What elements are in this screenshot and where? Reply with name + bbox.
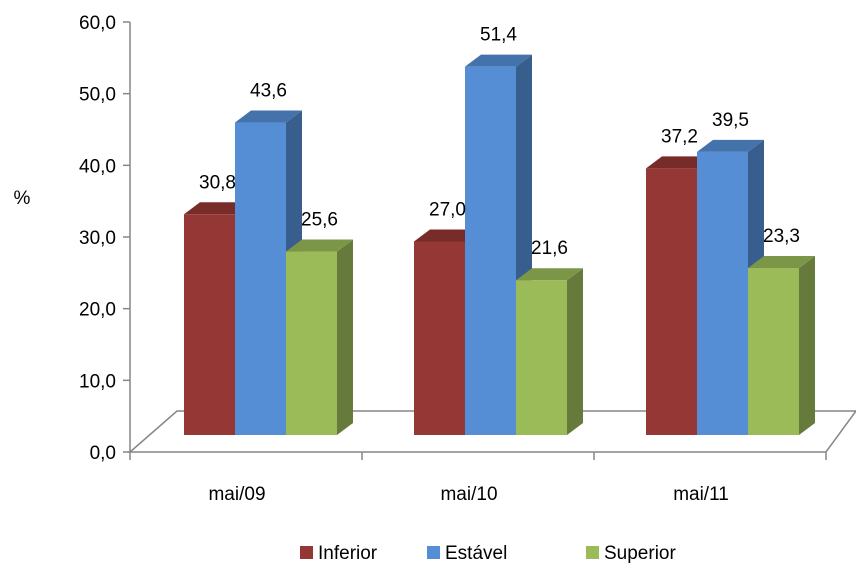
- legend-item-superior: Superior: [586, 543, 676, 564]
- bar-front-face: [286, 251, 337, 435]
- bar-front-face: [516, 280, 567, 435]
- bar-superior-mai-10: [516, 268, 583, 435]
- x-tick-label: mai/11: [673, 484, 729, 505]
- y-tick-label: 10,0: [79, 371, 116, 392]
- bar-side-face: [337, 239, 353, 435]
- legend-swatch: [300, 546, 313, 559]
- bar-top-face: [697, 139, 764, 152]
- legend-swatch: [427, 546, 440, 559]
- bar-front-face: [646, 168, 697, 435]
- chart-legend: Inferior Estável Superior: [300, 543, 676, 564]
- data-label: 30,8: [199, 172, 236, 193]
- bar-superior-mai-11: [748, 256, 815, 435]
- data-label: 37,2: [661, 126, 698, 147]
- chart-data-labels: 30,8 43,6 25,6 27,0 51,4 21,6 37,2 39,5 23,3: [199, 25, 800, 260]
- bar-top-face: [235, 110, 302, 123]
- y-tick-label: 40,0: [79, 156, 116, 177]
- data-label: 27,0: [429, 200, 466, 221]
- bar-top-face: [465, 54, 532, 67]
- legend-item-inferior: Inferior: [300, 543, 378, 564]
- x-tick-label: mai/09: [208, 484, 265, 505]
- data-label: 43,6: [250, 81, 287, 102]
- x-tick-label: mai/10: [440, 484, 497, 505]
- legend-label: Superior: [604, 543, 676, 564]
- bar-side-face: [799, 256, 815, 435]
- bar-front-face: [184, 214, 235, 435]
- y-axis-title: %: [14, 188, 31, 209]
- chart-axes: 0,0 10,0 20,0 30,0 40,0 50,0 60,0% mai/09 mai/10…: [14, 13, 827, 505]
- bar-front-face: [414, 241, 465, 435]
- data-label: 21,6: [531, 238, 568, 259]
- y-tick-label: 0,0: [90, 443, 116, 464]
- bar-top-face: [414, 229, 481, 242]
- y-tick-label: 50,0: [79, 85, 116, 106]
- bar-front-face: [748, 268, 799, 435]
- bar-top-face: [184, 202, 251, 215]
- legend-label: Inferior: [318, 543, 378, 564]
- bar-superior-mai-09: [286, 239, 353, 435]
- legend-label: Estável: [445, 543, 507, 564]
- data-label: 39,5: [712, 110, 749, 131]
- bar-side-face: [567, 268, 583, 435]
- chart-bars: [184, 54, 815, 436]
- data-label: 51,4: [480, 25, 517, 46]
- legend-swatch: [586, 546, 599, 559]
- y-tick-label: 60,0: [79, 13, 116, 34]
- legend-item-estável: Estável: [427, 543, 507, 564]
- y-tick-label: 20,0: [79, 300, 116, 321]
- data-label: 23,3: [763, 226, 800, 247]
- bar-front-face: [465, 66, 516, 435]
- bar-top-face: [646, 156, 713, 169]
- bar-front-face: [235, 122, 286, 436]
- bar-top-face: [286, 239, 353, 252]
- bar-top-face: [516, 268, 583, 281]
- bar-front-face: [697, 151, 748, 435]
- data-label: 25,6: [301, 210, 338, 231]
- y-tick-label: 30,0: [79, 228, 116, 249]
- bar-top-face: [748, 256, 815, 269]
